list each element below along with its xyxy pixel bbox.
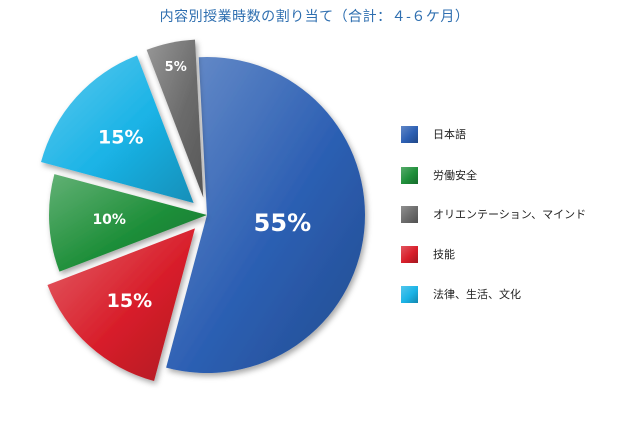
chart-title: 内容別授業時数の割り当て（合計：４‐６ケ月） bbox=[159, 9, 470, 25]
legend-label: 法律、生活、文化 bbox=[433, 288, 521, 301]
legend-label: 労働安全 bbox=[433, 169, 477, 182]
pie-slice bbox=[47, 228, 195, 381]
slice-value-label: 15% bbox=[107, 290, 152, 312]
legend-swatch bbox=[401, 126, 418, 143]
slice-value-label: 15% bbox=[98, 126, 143, 148]
legend-label: 技能 bbox=[433, 248, 455, 261]
pie-slice bbox=[49, 174, 208, 272]
pie-slice bbox=[166, 57, 365, 373]
slice-value-label: 10% bbox=[92, 212, 126, 228]
slice-value-label: 5% bbox=[165, 60, 187, 75]
legend-swatch bbox=[401, 206, 418, 223]
legend-swatch bbox=[401, 246, 418, 263]
legend-swatch bbox=[401, 286, 418, 303]
legend-label: 日本語 bbox=[433, 128, 466, 141]
slice-value-label: 55% bbox=[254, 209, 311, 237]
legend-swatch bbox=[401, 167, 418, 184]
pie-slice bbox=[146, 39, 204, 198]
legend-label: オリエンテーション、マインド bbox=[433, 208, 587, 221]
pie-slice bbox=[41, 55, 194, 203]
